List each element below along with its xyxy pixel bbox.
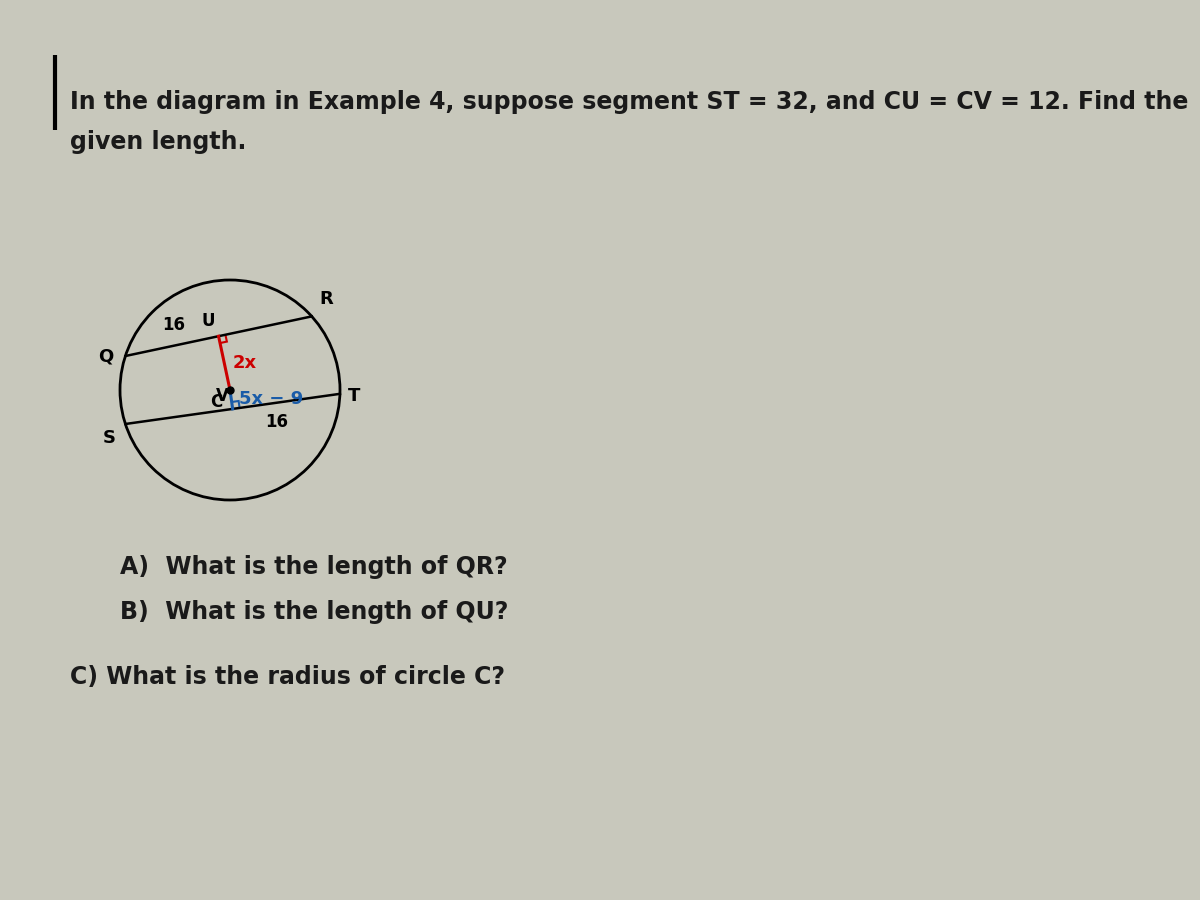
Text: V: V bbox=[216, 387, 229, 405]
Text: 16: 16 bbox=[162, 316, 186, 334]
Text: S: S bbox=[102, 429, 115, 447]
Text: C: C bbox=[210, 393, 222, 411]
Text: 16: 16 bbox=[265, 413, 288, 431]
Text: 5x − 9: 5x − 9 bbox=[239, 391, 304, 409]
Text: A)  What is the length of QR?: A) What is the length of QR? bbox=[120, 555, 508, 579]
Text: In the diagram in Example 4, suppose segment ST = 32, and CU = CV = 12. Find the: In the diagram in Example 4, suppose seg… bbox=[70, 90, 1188, 114]
Text: C) What is the radius of circle C?: C) What is the radius of circle C? bbox=[70, 665, 505, 689]
Text: Q: Q bbox=[98, 347, 113, 365]
Text: given length.: given length. bbox=[70, 130, 246, 154]
Text: R: R bbox=[319, 291, 334, 309]
Text: B)  What is the length of QU?: B) What is the length of QU? bbox=[120, 600, 509, 624]
Text: 2x: 2x bbox=[233, 354, 257, 372]
Text: U: U bbox=[202, 312, 215, 330]
Text: T: T bbox=[348, 387, 360, 405]
